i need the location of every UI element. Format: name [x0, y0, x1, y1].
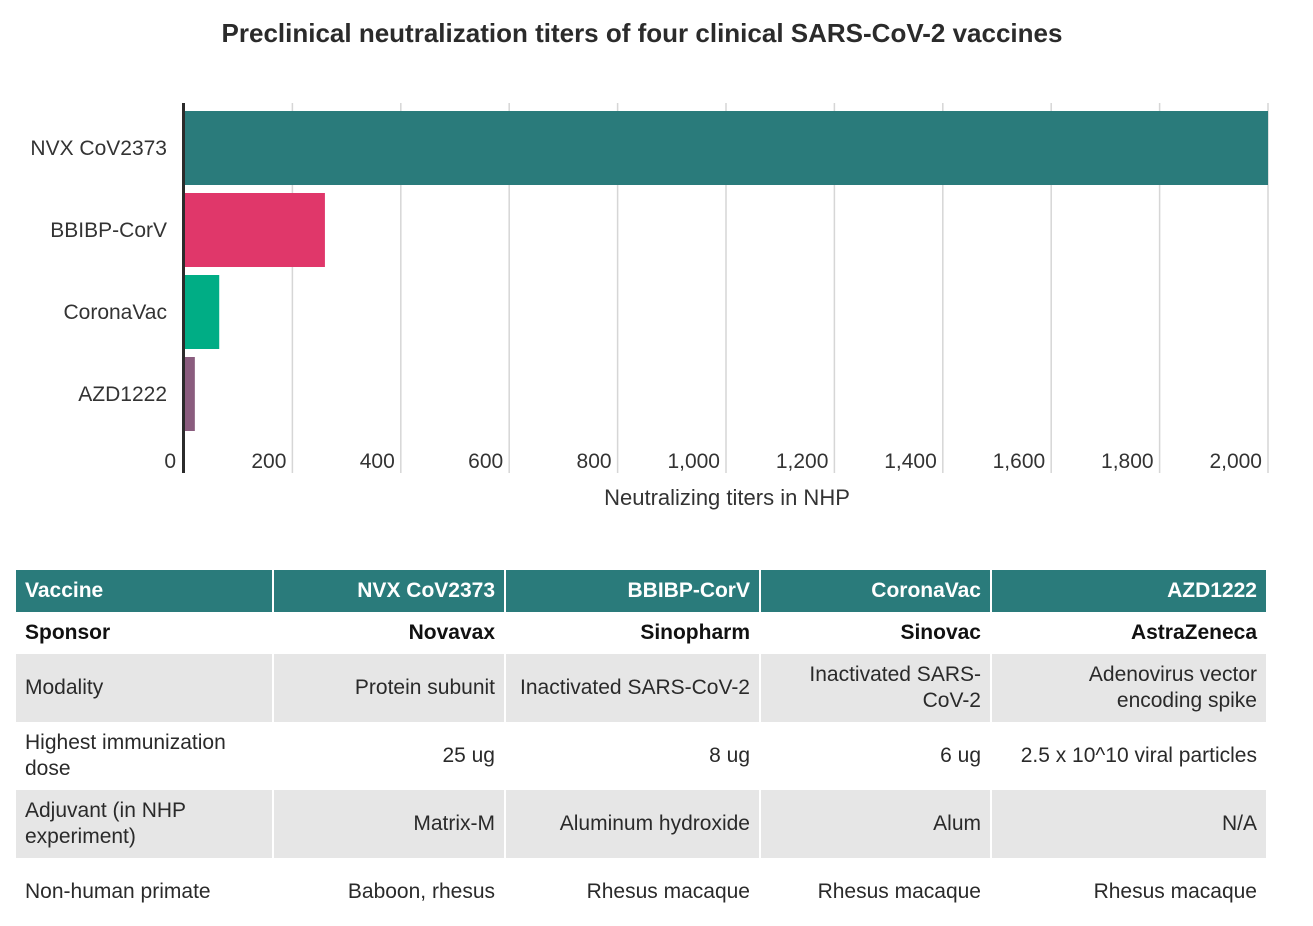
table-cell: Matrix-M	[272, 790, 506, 858]
table-cell: Adjuvant (in NHP experiment)	[14, 790, 274, 858]
header-cell: BBIBP-CorV	[504, 570, 761, 612]
table-row: Non-human primate Baboon, rhesus Rhesus …	[14, 858, 1268, 926]
x-tick-label: 2,000	[1209, 450, 1262, 473]
x-tick-label: 600	[468, 450, 503, 473]
x-tick-label: 1,800	[1101, 450, 1154, 473]
table-cell: Novavax	[272, 612, 506, 654]
table-cell: Aluminum hydroxide	[504, 790, 761, 858]
table-cell: AstraZeneca	[990, 612, 1268, 654]
table-cell: Rhesus macaque	[759, 858, 992, 926]
table-cell: Sinovac	[759, 612, 992, 654]
x-tick-label: 800	[577, 450, 612, 473]
table-row: Adjuvant (in NHP experiment) Matrix-M Al…	[14, 790, 1268, 858]
header-cell: CoronaVac	[759, 570, 992, 612]
table-cell: 2.5 x 10^10 viral particles	[990, 722, 1268, 790]
header-cell: NVX CoV2373	[272, 570, 506, 612]
x-tick-label: 200	[251, 450, 286, 473]
table-row: Highest immunization dose 25 ug 8 ug 6 u…	[14, 722, 1268, 790]
table-cell: Sinopharm	[504, 612, 761, 654]
table-cell: Sponsor	[14, 612, 274, 654]
tick-labels: 0 200 400 600 800 1,000 1,200 1,400 1,600 1,800 2,…	[164, 450, 1262, 473]
table-row: Sponsor Novavax Sinopharm Sinovac AstraZ…	[14, 612, 1268, 654]
category-label: CoronaVac	[63, 301, 167, 324]
table-cell: N/A	[990, 790, 1268, 858]
table-cell: Inactivated SARS-CoV-2	[504, 654, 761, 722]
category-labels: NVX CoV2373 BBIBP-CorV CoronaVac AZD1222	[30, 137, 167, 406]
table-cell: 8 ug	[504, 722, 761, 790]
x-axis-title: Neutralizing titers in NHP	[604, 485, 850, 510]
table-cell: Inactivated SARS-CoV-2	[759, 654, 992, 722]
bar-bbibp-corv	[184, 193, 325, 267]
bar-chart: NVX CoV2373 BBIBP-CorV CoronaVac AZD1222 0 2…	[30, 103, 1269, 510]
table-cell: Non-human primate	[14, 858, 274, 926]
category-label: NVX CoV2373	[30, 137, 167, 160]
bar-nvx-cov2373	[184, 111, 1268, 185]
header-cell: Vaccine	[14, 570, 274, 612]
x-tick-label: 400	[360, 450, 395, 473]
bars	[184, 111, 1268, 431]
table-cell: Highest immunization dose	[14, 722, 274, 790]
x-tick-label: 1,200	[776, 450, 829, 473]
table-cell: Rhesus macaque	[990, 858, 1268, 926]
table-header-row: Vaccine NVX CoV2373 BBIBP-CorV CoronaVac…	[14, 570, 1268, 612]
header-cell: AZD1222	[990, 570, 1268, 612]
table-cell: Protein subunit	[272, 654, 506, 722]
bar-azd1222	[184, 357, 195, 431]
category-label: BBIBP-CorV	[50, 219, 167, 242]
table-cell: Modality	[14, 654, 274, 722]
bar-coronavac	[184, 275, 220, 349]
vaccine-comparison-table: Vaccine NVX CoV2373 BBIBP-CorV CoronaVac…	[14, 570, 1268, 926]
category-label: AZD1222	[78, 383, 167, 406]
table-row: Modality Protein subunit Inactivated SAR…	[14, 654, 1268, 722]
x-tick-label: 1,400	[884, 450, 937, 473]
x-tick-label: 0	[164, 450, 176, 473]
table-cell: Adenovirus vector encoding spike	[990, 654, 1268, 722]
table-cell: Alum	[759, 790, 992, 858]
chart-title: Preclinical neutralization titers of fou…	[221, 18, 1063, 48]
x-tick-label: 1,600	[993, 450, 1046, 473]
table-cell: Rhesus macaque	[504, 858, 761, 926]
table-cell: 25 ug	[272, 722, 506, 790]
table-cell: 6 ug	[759, 722, 992, 790]
table-cell: Baboon, rhesus	[272, 858, 506, 926]
x-tick-label: 1,000	[667, 450, 720, 473]
